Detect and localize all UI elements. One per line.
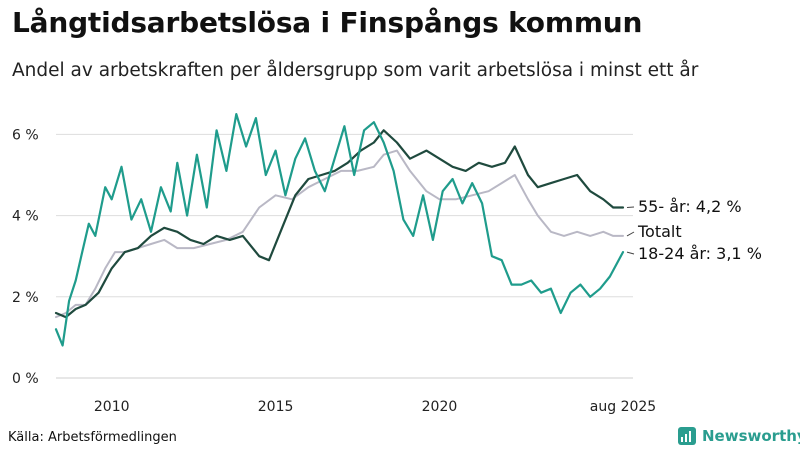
brand-logo: Newsworthy	[678, 427, 800, 445]
series-line-total	[55, 149, 624, 319]
grid-lines	[56, 133, 633, 379]
series-label-youth: 18-24 år: 3,1 %	[638, 244, 762, 263]
series-end-labels: Totalt 55- år: 4,2 % 18-24 år: 3,1 %	[626, 197, 762, 263]
y-tick-label: 6 %	[12, 127, 39, 143]
x-tick-label: 2020	[422, 399, 458, 415]
series-line-youth	[54, 112, 625, 347]
label-leader-youth	[626, 251, 635, 255]
label-leader-total	[626, 231, 635, 237]
series-label-s55: 55- år: 4,2 %	[638, 197, 742, 216]
bar-chart-icon	[678, 427, 696, 445]
series-lines	[54, 112, 625, 347]
series-line-s55	[54, 129, 625, 319]
x-tick-label: 2015	[258, 399, 294, 415]
y-tick-label: 0 %	[12, 371, 39, 387]
y-tick-label: 4 %	[12, 209, 39, 225]
brand-name: Newsworthy	[702, 427, 800, 445]
chart-title: Långtidsarbetslösa i Finspångs kommun	[12, 6, 643, 39]
x-tick-label: 2010	[94, 399, 130, 415]
series-label-total: Totalt	[637, 222, 682, 241]
chart-subtitle: Andel av arbetskraften per åldersgrupp s…	[12, 60, 699, 81]
x-tick-label: aug 2025	[590, 399, 656, 415]
source-note: Källa: Arbetsförmedlingen	[8, 430, 177, 445]
y-tick-label: 2 %	[12, 290, 39, 306]
axes: 0 % 2 % 4 % 6 % 2010 2015 2020 aug 2025	[12, 127, 656, 415]
